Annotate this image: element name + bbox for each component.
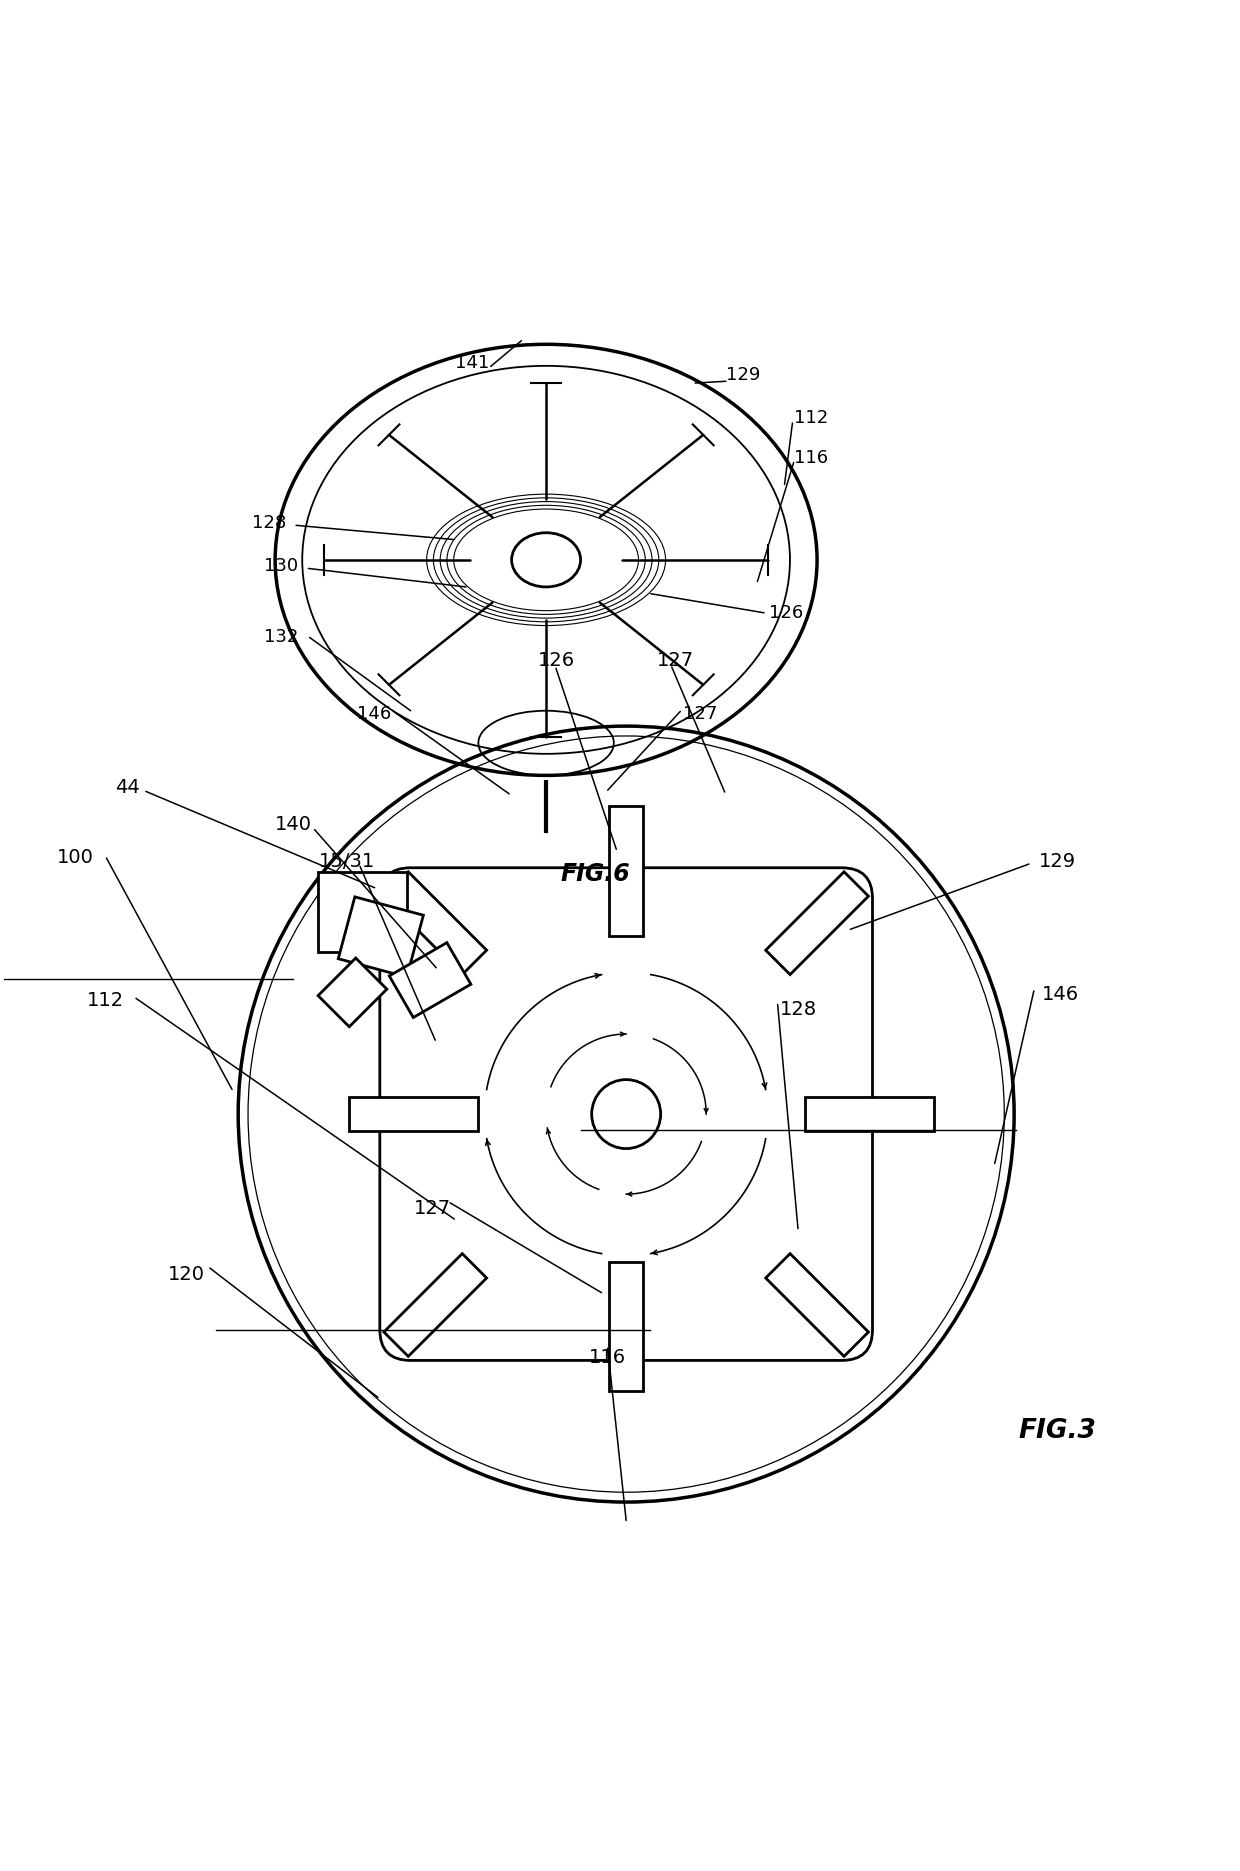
- Text: 120: 120: [167, 1265, 205, 1284]
- Text: 127: 127: [683, 705, 717, 722]
- Text: 116: 116: [794, 449, 828, 466]
- Polygon shape: [319, 958, 387, 1027]
- Text: 140: 140: [275, 816, 312, 834]
- Polygon shape: [317, 872, 407, 952]
- Text: 112: 112: [87, 992, 124, 1010]
- Text: 15/31: 15/31: [319, 851, 374, 872]
- Polygon shape: [384, 1254, 486, 1356]
- Ellipse shape: [512, 533, 580, 587]
- Polygon shape: [765, 872, 868, 975]
- Text: 100: 100: [57, 848, 94, 868]
- Text: 116: 116: [589, 1349, 626, 1368]
- Bar: [348, 1096, 479, 1132]
- Bar: [609, 1261, 644, 1392]
- Text: 44: 44: [115, 778, 140, 797]
- FancyBboxPatch shape: [379, 868, 873, 1360]
- Text: 126: 126: [769, 604, 804, 621]
- Polygon shape: [384, 872, 486, 975]
- Text: 128: 128: [780, 999, 817, 1020]
- Text: 126: 126: [537, 651, 574, 670]
- Text: 112: 112: [794, 410, 828, 427]
- Text: 129: 129: [725, 367, 760, 384]
- Text: 132: 132: [264, 629, 299, 647]
- Polygon shape: [339, 896, 423, 977]
- Polygon shape: [765, 1254, 868, 1356]
- Bar: [609, 806, 644, 936]
- Circle shape: [591, 1080, 661, 1149]
- Text: FIG.6: FIG.6: [560, 863, 630, 885]
- Text: 146: 146: [357, 705, 391, 722]
- Text: 130: 130: [264, 558, 299, 574]
- Text: 127: 127: [657, 651, 694, 670]
- Text: 146: 146: [1043, 986, 1080, 1005]
- Text: 128: 128: [252, 515, 286, 531]
- Text: 141: 141: [455, 354, 490, 372]
- Text: 127: 127: [414, 1199, 451, 1218]
- Text: FIG.3: FIG.3: [1018, 1418, 1096, 1444]
- Polygon shape: [389, 943, 471, 1018]
- Bar: [805, 1096, 934, 1132]
- Text: 129: 129: [1039, 851, 1076, 872]
